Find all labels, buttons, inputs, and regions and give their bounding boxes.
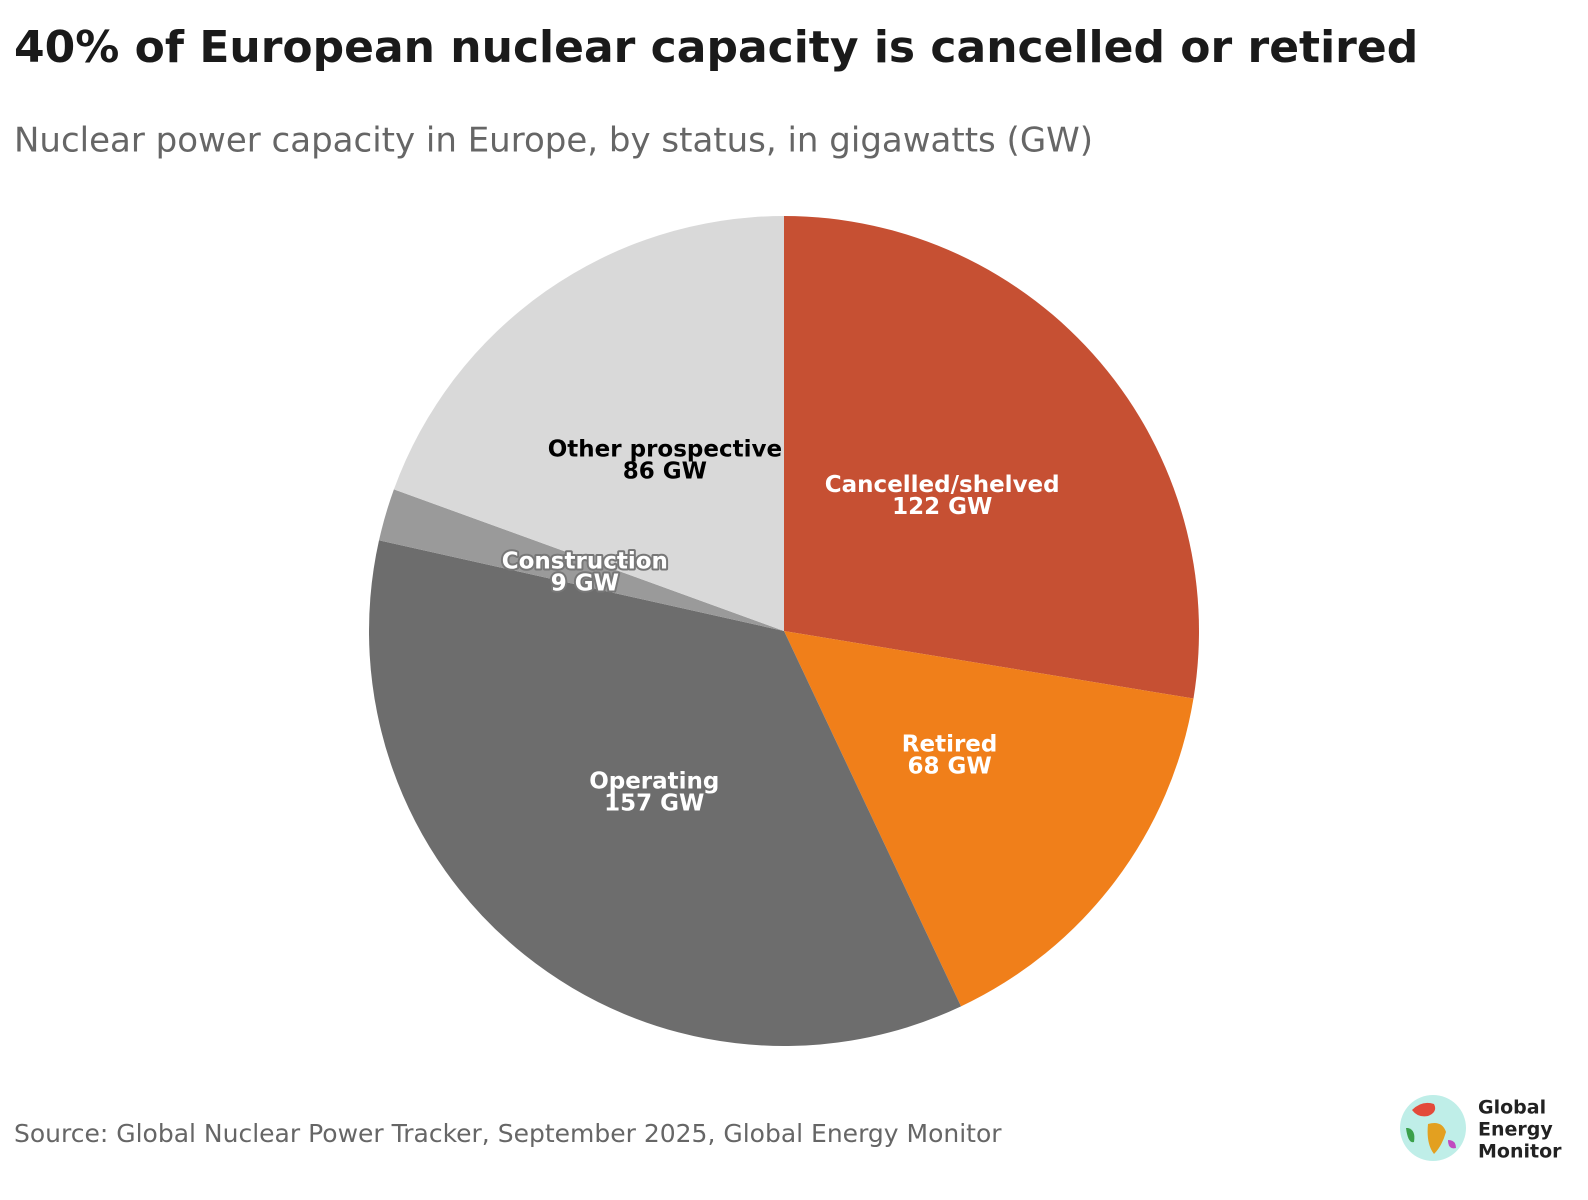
pie-slice [784, 216, 1199, 699]
pie-slice [393, 216, 784, 631]
slices [368, 216, 1199, 1047]
slice-category-label: Operating [589, 768, 719, 794]
slice-value-label: 9 GW [551, 570, 619, 596]
pie-slice [368, 540, 962, 1047]
logo: Global Energy Monitor [1400, 1095, 1562, 1163]
source-note: Source: Global Nuclear Power Tracker, Se… [14, 1119, 1002, 1148]
slice-category-label: Retired [902, 732, 998, 758]
slice-category-label: Construction [502, 548, 668, 574]
slice-value-label: 122 GW [892, 494, 992, 520]
logo-shape [1406, 1128, 1415, 1143]
slice-value-label: 68 GW [907, 754, 991, 780]
slice-value-label: 157 GW [604, 790, 704, 816]
slice-category-label: Other prospective [548, 437, 782, 463]
chart-subtitle: Nuclear power capacity in Europe, by sta… [14, 121, 1093, 161]
pie-slice [784, 631, 1194, 1007]
logo-shape [1427, 1123, 1446, 1154]
logo-shape [1412, 1102, 1436, 1117]
logo-text: Monitor [1478, 1141, 1562, 1163]
logo-text: Global [1478, 1097, 1546, 1119]
chart-title: 40% of European nuclear capacity is canc… [14, 22, 1418, 73]
pie-slice [379, 489, 784, 631]
logo-text: Energy [1478, 1119, 1553, 1141]
slice-category-label: Cancelled/shelved [825, 472, 1060, 498]
logo-shape [1448, 1140, 1456, 1149]
slice-value-label: 86 GW [623, 459, 707, 485]
